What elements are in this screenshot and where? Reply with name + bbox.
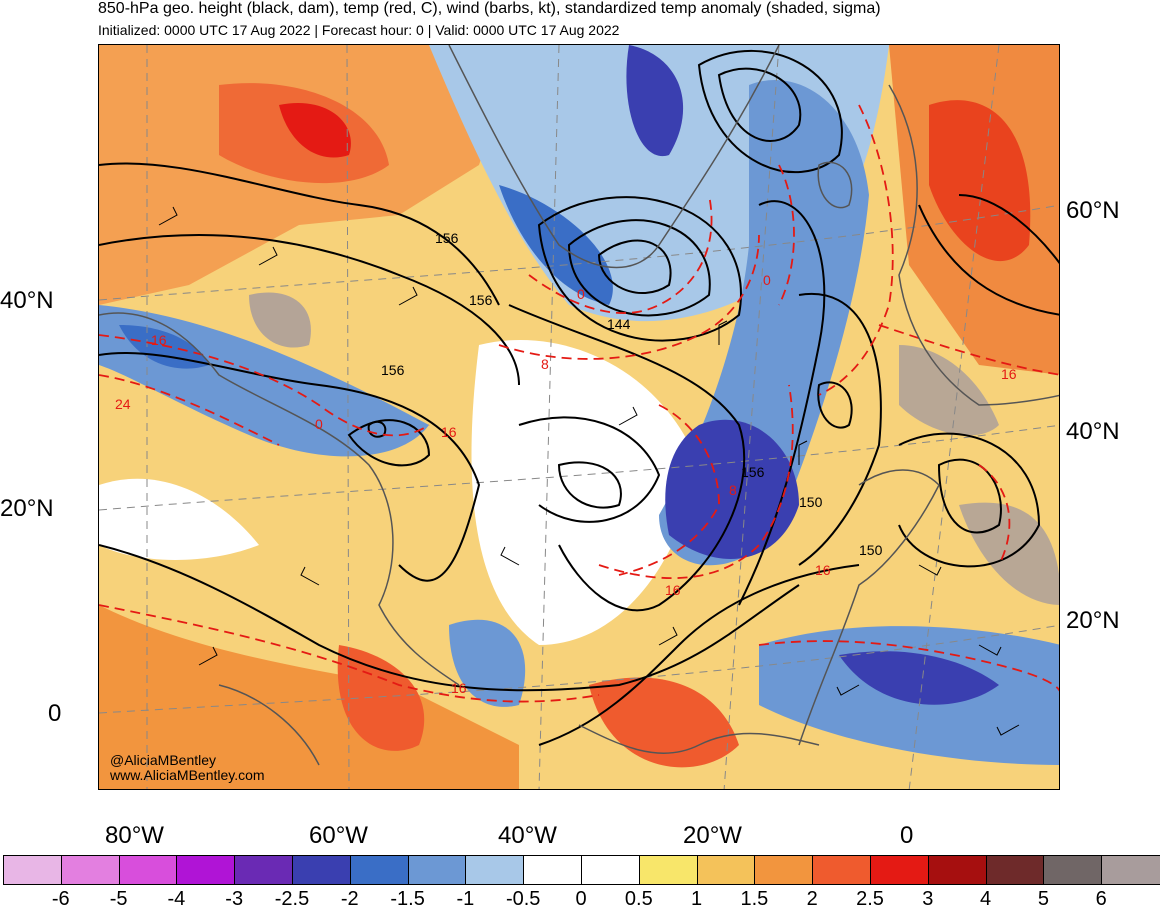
anomaly-colorbar [3, 855, 1160, 885]
colorbar-tick-label: 0 [575, 888, 587, 910]
anomaly-cold-great-lakes [119, 325, 209, 369]
colorbar-tick-label: 1 [691, 888, 703, 910]
height-label: 156 [741, 464, 765, 480]
lon-label: 20°W [683, 822, 742, 849]
height-label: 156 [469, 292, 493, 308]
height-label: 150 [859, 542, 883, 558]
height-labels: 156 156 156 144 156 150 150 [381, 230, 883, 558]
map-title: 850-hPa geo. height (black, dam), temp (… [98, 0, 881, 17]
anomaly-very-hot-labrador [279, 103, 351, 158]
anomaly-cold-greenland-south [499, 185, 613, 305]
anomaly-very-cold-greenland [626, 45, 684, 157]
colorbar-tick-label: -4 [167, 888, 186, 910]
lon-label: 0 [900, 822, 914, 849]
temp-label: 16 [1001, 366, 1017, 382]
colorbar-tick-label: -1 [456, 888, 475, 910]
colorbar-tick-label: -2.5 [274, 888, 310, 910]
anomaly-neutral-gulf [99, 478, 259, 560]
lon-label: 60°W [309, 822, 368, 849]
colorbar-swatch [697, 856, 756, 884]
colorbar-swatch [292, 856, 351, 884]
colorbar-swatch [350, 856, 409, 884]
temp-label: 0 [315, 416, 323, 432]
anomaly-hot-brazil [589, 677, 739, 768]
lat-label-right: 20°N [1066, 607, 1120, 634]
temp-label: 0 [577, 286, 585, 302]
colorbar-tick-label: 6 [1095, 888, 1107, 910]
lat-label-left: 40°N [0, 287, 54, 314]
temp-label: 16 [451, 680, 467, 696]
temperature-labels: 16 24 0 8 0 0 16 8 16 16 16 16 [115, 272, 1017, 696]
colorbar-swatch [755, 856, 814, 884]
temp-label: 8 [729, 482, 737, 498]
colorbar-swatch [235, 856, 293, 884]
anomaly-cold-west-africa [839, 651, 999, 705]
masked-terrain-3 [959, 502, 1059, 605]
watermark-handle: @AliciaMBentley [110, 752, 217, 768]
colorbar-swatch [813, 856, 871, 884]
colorbar-swatch [1102, 856, 1160, 884]
watermark-url: www.AliciaMBentley.com [110, 767, 265, 783]
colorbar-tick-label: -3 [225, 888, 244, 910]
colorbar-tick-label: -5 [109, 888, 128, 910]
colorbar-swatch [466, 856, 525, 884]
colorbar-tick-label: 4 [980, 888, 992, 910]
anomaly-hot-scandinavia [929, 100, 1031, 262]
height-label: 156 [381, 362, 405, 378]
colorbar-swatch [177, 856, 236, 884]
masked-terrain-1 [249, 292, 311, 348]
lon-label: 80°W [105, 822, 164, 849]
colorbar-swatch [1044, 856, 1103, 884]
colorbar-tick-label: -2 [340, 888, 359, 910]
colorbar-swatch [408, 856, 467, 884]
temp-label: 8 [541, 356, 549, 372]
colorbar-swatch [524, 856, 582, 884]
height-label: 144 [607, 316, 631, 332]
colorbar-swatch [581, 856, 640, 884]
height-label: 150 [799, 494, 823, 510]
temp-label: 16 [815, 562, 831, 578]
lon-label: 40°W [498, 822, 557, 849]
temp-label: 16 [441, 424, 457, 440]
colorbar-tick-label: 3 [922, 888, 934, 910]
colorbar-tick-label: 1.5 [740, 888, 769, 910]
colorbar-swatch [928, 856, 987, 884]
temp-label: 24 [115, 396, 131, 412]
colorbar-swatch [61, 856, 120, 884]
colorbar-tick-label: 2 [806, 888, 818, 910]
map-svg: 156 156 156 144 156 150 150 16 24 0 8 0 … [99, 45, 1059, 789]
colorbar-tick-label: 2.5 [856, 888, 884, 910]
lat-label-left: 0 [48, 700, 62, 727]
lat-label-right: 60°N [1066, 197, 1120, 224]
colorbar-tick-label: -6 [51, 888, 70, 910]
colorbar-tick-label: 0.5 [624, 888, 653, 910]
height-contours [99, 49, 1059, 746]
weather-map: 156 156 156 144 156 150 150 16 24 0 8 0 … [98, 44, 1060, 790]
wind-barbs [158, 206, 1020, 736]
temp-label: 0 [763, 272, 771, 288]
colorbar-swatch [119, 856, 178, 884]
colorbar-tick-label: -1.5 [390, 888, 425, 910]
temp-label: 16 [665, 582, 681, 598]
colorbar-tick-label: -0.5 [505, 888, 541, 910]
height-label: 156 [435, 230, 459, 246]
map-subtitle: Initialized: 0000 UTC 17 Aug 2022 | Fore… [98, 22, 620, 38]
anomaly-very-cold-azores [665, 419, 799, 559]
temperature-contours [99, 104, 1059, 703]
colorbar-swatch [870, 856, 929, 884]
coastlines [99, 45, 1059, 766]
colorbar-swatch [986, 856, 1045, 884]
colorbar-tick-label: 5 [1037, 888, 1049, 910]
colorbar-swatch [639, 856, 698, 884]
masked-terrain-2 [899, 345, 999, 436]
colorbar-swatch [4, 856, 62, 884]
lat-label-right: 40°N [1066, 418, 1120, 445]
temp-label: 16 [151, 332, 167, 348]
lat-label-left: 20°N [0, 495, 54, 522]
anomaly-cool-tropical-atlantic [449, 619, 526, 707]
anomaly-hot-caribbean [337, 645, 425, 751]
